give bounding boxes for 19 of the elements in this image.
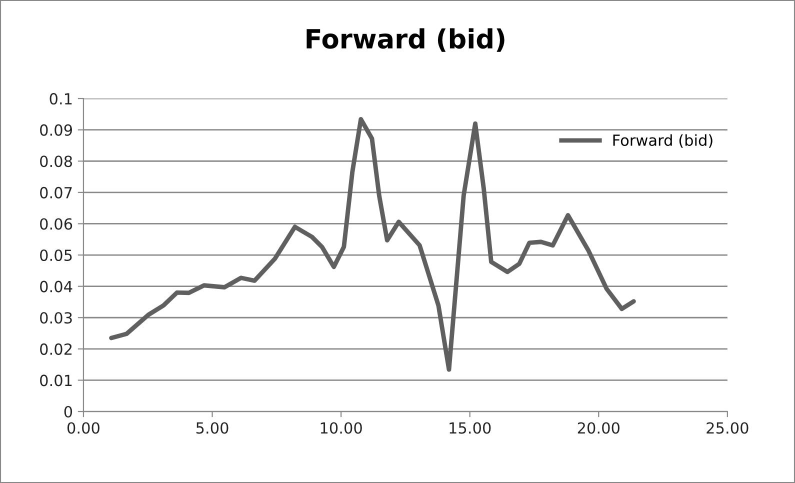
y-tick-label: 0.05 (40, 249, 72, 262)
x-tick-label: 5.00 (196, 422, 228, 434)
y-tick-label: 0.1 (50, 92, 72, 105)
x-tick-label: 25.00 (706, 422, 748, 434)
y-tick-label: 0.01 (40, 374, 72, 386)
y-tick-label: 0.08 (40, 156, 72, 168)
legend-label: Forward (bid) (613, 134, 712, 148)
y-tick-label: 0.02 (40, 343, 72, 355)
y-tick-label: 0.06 (40, 218, 72, 230)
chart-title: Forward (bid) (306, 28, 504, 52)
y-tick-label: 0.09 (40, 124, 72, 136)
x-tick-label: 0.00 (67, 422, 100, 434)
y-tick-label: 0.07 (40, 186, 72, 198)
y-tick-label: 0 (64, 406, 72, 418)
y-tick-label: 0.04 (40, 280, 72, 292)
x-tick-label: 15.00 (450, 422, 491, 434)
x-tick-label: 20.00 (578, 422, 620, 434)
x-tick-label: 10.00 (320, 422, 362, 434)
y-tick-label: 0.03 (40, 312, 72, 324)
